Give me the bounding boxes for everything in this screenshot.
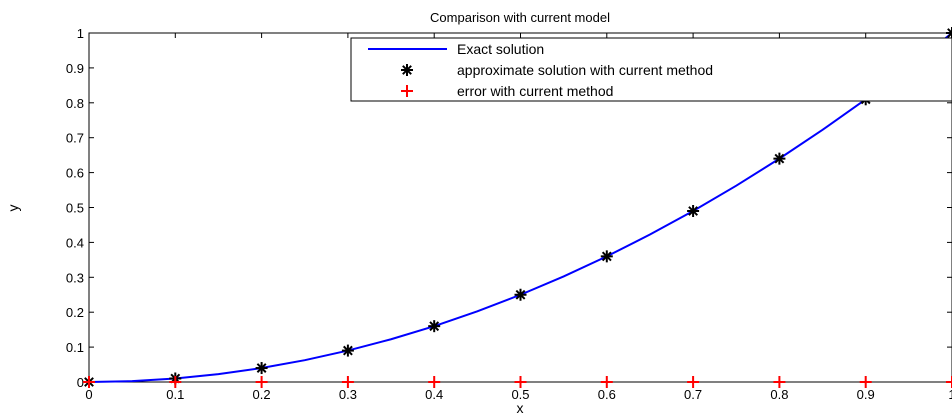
y-tick-label: 0.9 bbox=[66, 61, 84, 76]
x-tick-label: 0.6 bbox=[598, 387, 616, 402]
plus-marker bbox=[946, 376, 952, 388]
plus-marker bbox=[687, 376, 700, 388]
x-tick-label: 0.4 bbox=[425, 387, 443, 402]
plus-marker bbox=[83, 376, 95, 388]
x-tick-label: 0.8 bbox=[770, 387, 788, 402]
legend-label-approx: approximate solution with current method bbox=[457, 62, 713, 78]
plus-marker bbox=[255, 376, 268, 388]
x-tick-label: 0.7 bbox=[684, 387, 702, 402]
chart-title: Comparison with current model bbox=[430, 10, 610, 25]
x-tick-label: 0.2 bbox=[253, 387, 271, 402]
plus-marker bbox=[341, 376, 354, 388]
legend-marker-approx bbox=[401, 64, 413, 76]
y-tick-label: 0.4 bbox=[66, 235, 84, 250]
legend-box bbox=[350, 37, 952, 102]
series-2 bbox=[83, 376, 952, 388]
x-axis-label: x bbox=[517, 400, 524, 416]
asterisk-marker bbox=[773, 152, 786, 165]
x-tick-label: 1 bbox=[948, 387, 952, 402]
asterisk-marker bbox=[946, 27, 952, 39]
x-tick-label: 0.5 bbox=[511, 387, 529, 402]
y-tick-label: 1 bbox=[77, 26, 84, 41]
y-tick-label: 0.1 bbox=[66, 340, 84, 355]
plus-marker bbox=[859, 376, 872, 388]
x-tick-label: 0.3 bbox=[339, 387, 357, 402]
asterisk-marker bbox=[687, 204, 700, 217]
y-tick-label: 0.5 bbox=[66, 201, 84, 216]
asterisk-marker bbox=[428, 320, 441, 333]
plus-marker bbox=[169, 376, 182, 388]
x-tick-label: 0 bbox=[85, 387, 92, 402]
asterisk-marker bbox=[255, 362, 268, 375]
plus-marker bbox=[773, 376, 786, 388]
y-tick-label: 0.6 bbox=[66, 166, 84, 181]
x-axis: 0 0.1 0.2 0.3 0.4 0.5 0.6 0.7 0.8 0.9 1 bbox=[85, 33, 952, 402]
legend-label-exact: Exact solution bbox=[457, 41, 544, 57]
asterisk-marker bbox=[341, 344, 354, 357]
y-tick-label: 0 bbox=[77, 375, 84, 390]
y-axis: 0 0.1 0.2 0.3 0.4 0.5 0.6 0.7 0.8 0.9 1 bbox=[66, 26, 952, 390]
legend-label-error: error with current method bbox=[457, 83, 613, 99]
plus-marker bbox=[514, 376, 527, 388]
asterisk-marker bbox=[514, 288, 527, 301]
y-tick-label: 0.2 bbox=[66, 305, 84, 320]
y-tick-label: 0.7 bbox=[66, 131, 84, 146]
plus-marker bbox=[428, 376, 441, 388]
x-tick-label: 0.9 bbox=[857, 387, 875, 402]
legend-marker-error bbox=[401, 85, 413, 97]
y-tick-label: 0.3 bbox=[66, 270, 84, 285]
plus-marker bbox=[600, 376, 613, 388]
asterisk-marker bbox=[600, 250, 613, 263]
legend: Exact solution approximate solution with… bbox=[350, 37, 952, 102]
series-layer bbox=[83, 27, 952, 388]
plus-marker bbox=[401, 85, 413, 97]
x-tick-label: 0.1 bbox=[166, 387, 184, 402]
y-tick-label: 0.8 bbox=[66, 96, 84, 111]
asterisk-marker bbox=[401, 64, 413, 76]
y-axis-label: y bbox=[5, 205, 21, 212]
